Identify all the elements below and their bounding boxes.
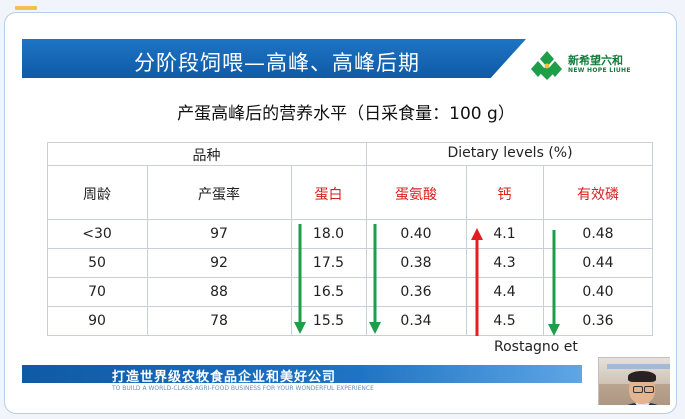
table-cell: 0.38 xyxy=(400,255,432,271)
logo-icon xyxy=(531,51,562,80)
col-header-phosphorus: 有效磷 xyxy=(577,187,619,203)
nutrition-table: 品种 Dietary levels (%) 周龄 产蛋率 蛋白 蛋氨酸 钙 有效… xyxy=(47,142,653,336)
group-header-dietary: Dietary levels (%) xyxy=(447,145,573,161)
down-arrow-icon xyxy=(294,224,306,334)
down-arrow-icon xyxy=(369,224,381,334)
table-cell: 88 xyxy=(210,284,228,300)
table-cell: 4.3 xyxy=(493,255,516,271)
table-cell: 0.40 xyxy=(400,226,432,242)
col-header-protein: 蛋白 xyxy=(314,187,343,203)
table-cell: 0.44 xyxy=(582,255,614,271)
up-arrow-icon xyxy=(471,228,483,336)
table-cell: 78 xyxy=(210,313,228,329)
company-logo: 新希望六和 NEW HOPE LIUHE xyxy=(530,49,670,85)
table-cell: 18.0 xyxy=(312,226,345,242)
table-cell: 15.5 xyxy=(312,313,345,329)
table-cell: 50 xyxy=(88,255,106,271)
table-cell: 4.4 xyxy=(493,284,516,300)
col-header-age: 周龄 xyxy=(83,187,111,203)
footer-slogan-en: TO BUILD A WORLD-CLASS AGRI-FOOD BUSINES… xyxy=(112,385,374,392)
col-header-laying-rate: 产蛋率 xyxy=(198,187,240,203)
citation: Rostagno et xyxy=(494,339,578,355)
table-cell: 0.34 xyxy=(400,313,432,329)
table-cell: <30 xyxy=(82,226,112,242)
footer-slogan: 打造世界级农牧食品企业和美好公司 xyxy=(112,370,337,385)
webcam-video xyxy=(598,357,670,405)
table-cell: 0.36 xyxy=(400,284,432,300)
down-arrow-icon xyxy=(548,230,560,336)
table-cell: 17.5 xyxy=(312,255,345,271)
footer: 打造世界级农牧食品企业和美好公司 TO BUILD A WORLD-CLASS … xyxy=(22,365,670,392)
col-header-calcium: 钙 xyxy=(497,187,512,203)
col-header-methionine: 蛋氨酸 xyxy=(395,187,437,203)
footer-bar: 打造世界级农牧食品企业和美好公司 xyxy=(22,365,582,385)
logo-text-cn: 新希望六和 xyxy=(568,54,623,67)
menu-marker xyxy=(15,6,37,10)
slide-subtitle: 产蛋高峰后的营养水平（日采食量：100 g） xyxy=(177,104,515,124)
table-cell: 16.5 xyxy=(312,284,345,300)
slide-title: 分阶段饲喂—高峰、高峰后期 xyxy=(134,51,420,75)
table-cell: 0.36 xyxy=(582,313,614,329)
table-cell: 70 xyxy=(88,284,106,300)
table-cell: 4.5 xyxy=(493,313,516,329)
table-cell: 0.40 xyxy=(582,284,614,300)
table-cell: 92 xyxy=(210,255,228,271)
table-cell: 0.48 xyxy=(582,226,614,242)
table-cell: 4.1 xyxy=(493,226,516,242)
title-banner: 分阶段饲喂—高峰、高峰后期 xyxy=(22,39,526,78)
logo-text-en: NEW HOPE LIUHE xyxy=(568,67,631,74)
slide: 分阶段饲喂—高峰、高峰后期 新希望六和 NEW HOPE LIUHE 产蛋高峰后… xyxy=(22,35,670,405)
table-cell: 97 xyxy=(210,226,228,242)
group-header-breed: 品种 xyxy=(192,148,221,164)
table-cell: 90 xyxy=(88,313,106,329)
video-frame: 分阶段饲喂—高峰、高峰后期 新希望六和 NEW HOPE LIUHE 产蛋高峰后… xyxy=(4,12,677,414)
